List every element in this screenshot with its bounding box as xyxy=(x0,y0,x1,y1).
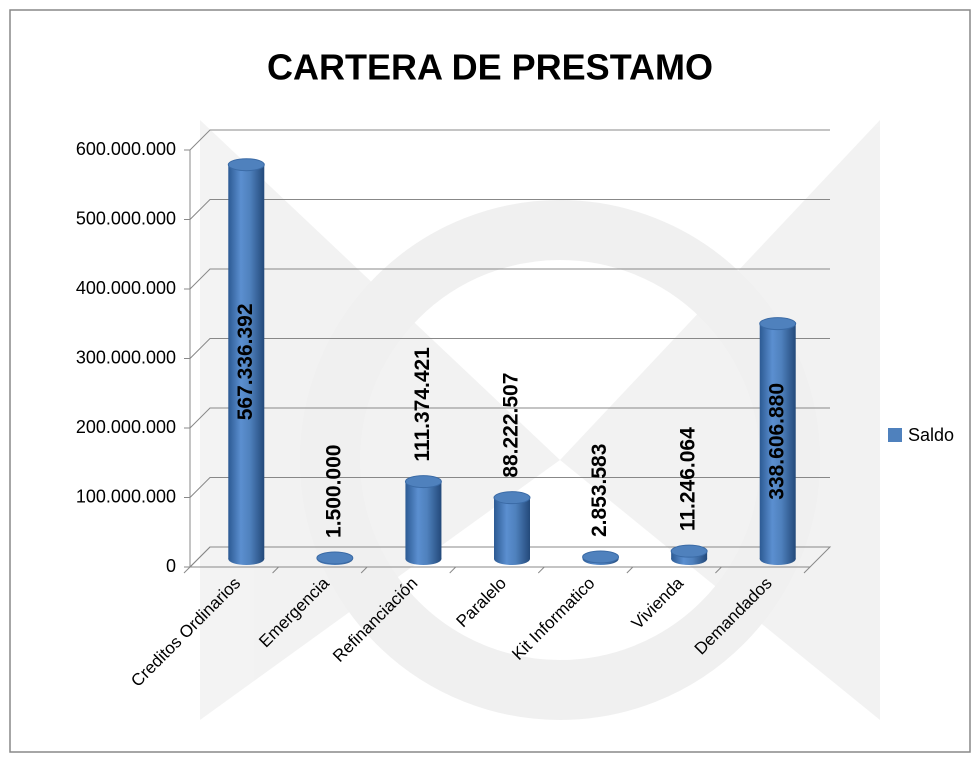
bar-top xyxy=(494,492,530,504)
bar-bottom xyxy=(494,553,530,565)
bar-top xyxy=(760,318,796,330)
value-label: 88.222.507 xyxy=(500,373,523,478)
chart: CARTERA DE PRESTAMO Saldo 0 100.000.000 20… xyxy=(0,0,980,763)
value-label: 1.500.000 xyxy=(322,445,345,538)
value-label: 11.246.064 xyxy=(677,427,700,531)
bar-body xyxy=(405,482,441,559)
bar-bottom xyxy=(405,553,441,565)
y-tick-label: 500.000.000 xyxy=(76,208,176,228)
bar-top xyxy=(405,476,441,488)
bar-body xyxy=(494,498,530,559)
bar xyxy=(671,545,707,565)
y-tick-label: 600.000.000 xyxy=(76,139,176,159)
y-tick-label: 300.000.000 xyxy=(76,347,176,367)
bar xyxy=(494,492,530,565)
bar-top xyxy=(583,551,619,563)
value-label: 338.606.880 xyxy=(765,383,788,500)
bar-top xyxy=(228,159,264,171)
legend-swatch xyxy=(888,428,902,442)
legend-label: Saldo xyxy=(908,425,954,445)
bar-bottom xyxy=(760,553,796,565)
value-label: 2.853.583 xyxy=(588,444,611,537)
bar-top xyxy=(671,545,707,557)
y-tick-label: 100.000.000 xyxy=(76,486,176,506)
bar xyxy=(405,476,441,565)
bar-top xyxy=(317,552,353,564)
bar xyxy=(583,551,619,565)
y-tick-label: 400.000.000 xyxy=(76,278,176,298)
chart-title: CARTERA DE PRESTAMO xyxy=(267,47,713,88)
y-tick-label: 200.000.000 xyxy=(76,417,176,437)
value-label: 111.374.421 xyxy=(411,347,434,462)
bar-bottom xyxy=(228,553,264,565)
value-label: 567.336.392 xyxy=(234,303,257,420)
bar xyxy=(317,552,353,565)
y-tick-label: 0 xyxy=(166,556,176,576)
